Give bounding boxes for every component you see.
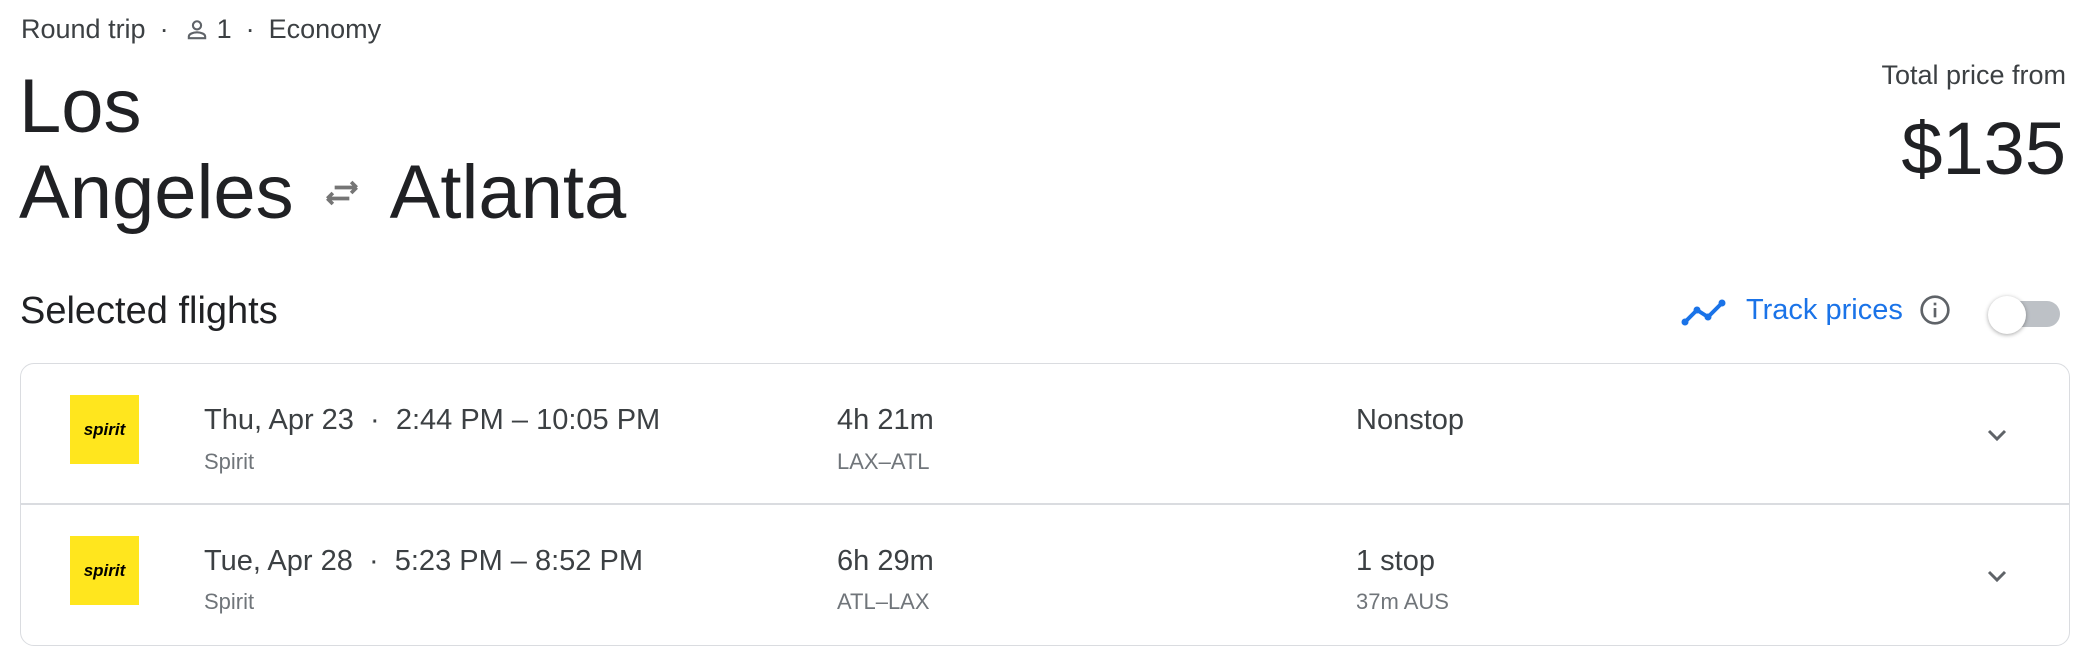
route-codes: LAX–ATL bbox=[837, 449, 930, 474]
airline-logo: spirit bbox=[70, 536, 139, 605]
flight-times: Thu, Apr 23 · 2:44 PM – 10:05 PM bbox=[204, 404, 661, 436]
separator: · bbox=[159, 14, 169, 44]
airline-name: Spirit bbox=[204, 449, 255, 474]
section-title: Selected flights bbox=[20, 290, 278, 332]
origin-line1: Los bbox=[19, 64, 142, 149]
chevron-down-icon[interactable] bbox=[1981, 419, 2013, 451]
trip-type: Round trip bbox=[21, 14, 146, 44]
passenger-number: 1 bbox=[216, 14, 232, 44]
layover-detail: 37m AUS bbox=[1356, 589, 1449, 614]
person-icon bbox=[187, 19, 206, 39]
airline-name: Spirit bbox=[204, 589, 255, 614]
total-price-label: Total price from bbox=[1881, 60, 2066, 90]
track-prices-toggle[interactable] bbox=[1988, 296, 2062, 334]
flight-times: Tue, Apr 28 · 5:23 PM – 8:52 PM bbox=[204, 545, 643, 577]
stops: Nonstop bbox=[1356, 404, 1465, 436]
trend-line-icon bbox=[1681, 299, 1726, 326]
route-codes: ATL–LAX bbox=[837, 589, 930, 614]
duration: 6h 29m bbox=[837, 545, 934, 577]
info-icon[interactable] bbox=[1919, 294, 1951, 326]
stops: 1 stop bbox=[1356, 545, 1435, 577]
passenger-count: 1 bbox=[183, 14, 232, 45]
destination: Atlanta bbox=[389, 150, 627, 235]
origin-line2: Angeles bbox=[19, 150, 294, 235]
cabin-class: Economy bbox=[268, 14, 382, 44]
divider bbox=[21, 503, 2069, 505]
total-price: $135 bbox=[1901, 107, 2066, 190]
flight-row-return[interactable]: spirit Tue, Apr 28 · 5:23 PM – 8:52 PM S… bbox=[21, 504, 2069, 644]
separator: · bbox=[245, 14, 255, 44]
duration: 4h 21m bbox=[837, 404, 934, 436]
trip-summary: Round trip · 1 · Economy bbox=[21, 14, 381, 45]
chevron-down-icon[interactable] bbox=[1981, 560, 2013, 592]
flight-row-outbound[interactable]: spirit Thu, Apr 23 · 2:44 PM – 10:05 PM … bbox=[21, 364, 2069, 504]
airline-logo: spirit bbox=[70, 395, 139, 464]
selected-flights-card: spirit Thu, Apr 23 · 2:44 PM – 10:05 PM … bbox=[20, 363, 2070, 646]
route-line2: Angeles Atlanta bbox=[19, 150, 626, 236]
track-prices[interactable]: Track prices bbox=[1680, 292, 1951, 328]
track-prices-label[interactable]: Track prices bbox=[1746, 293, 1903, 326]
swap-arrows-icon bbox=[325, 180, 358, 206]
